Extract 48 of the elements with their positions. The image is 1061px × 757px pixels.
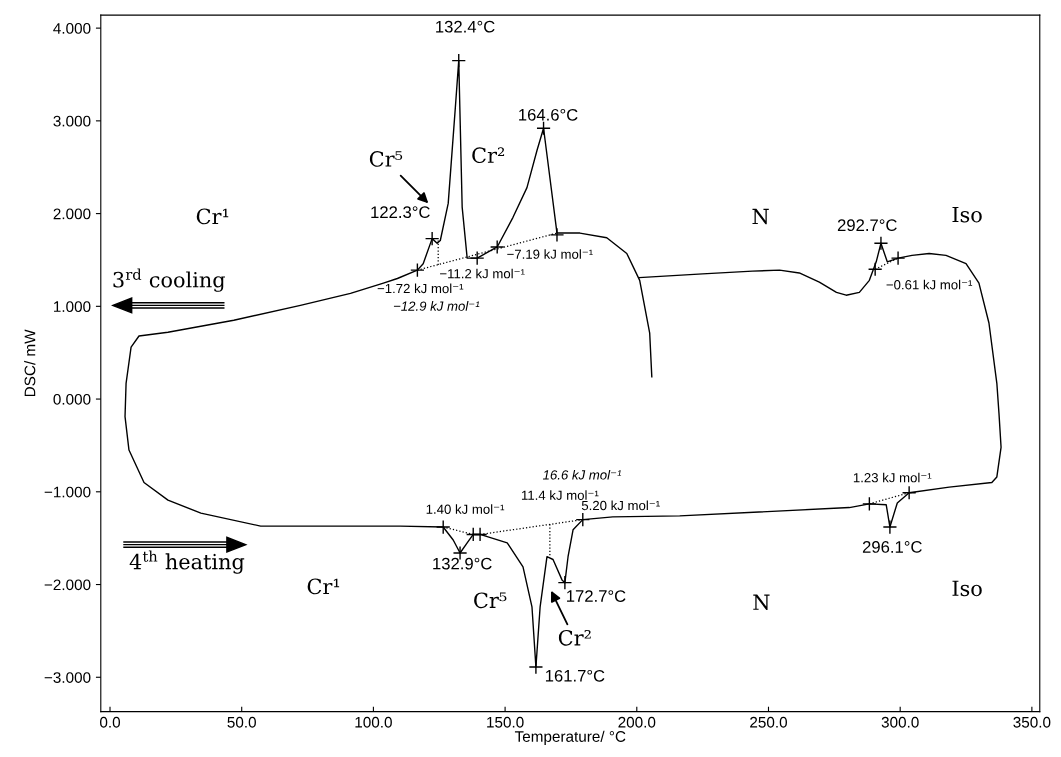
- annotation: 132.9°C: [433, 557, 492, 570]
- y-tick-label: −2.000: [44, 579, 91, 591]
- annotation: 3$^{rd}$ cooling: [113, 268, 226, 292]
- y-axis-title: DSC/ mW: [24, 329, 36, 397]
- y-tick-label: 2.000: [53, 208, 91, 220]
- annotation: 11.4 kJ mol⁻¹: [521, 490, 599, 500]
- annotation: 4$^{th}$ heating: [129, 550, 245, 574]
- annotation: 172.7°C: [567, 590, 626, 602]
- annotation: Cr¹: [307, 578, 340, 595]
- annotation: 132.4°C: [436, 20, 495, 33]
- y-tick-label: −3.000: [44, 672, 91, 683]
- annotation: 164.6°C: [519, 108, 578, 121]
- y-tick-label: 1.000: [54, 301, 91, 313]
- annotation: −7.19 kJ mol⁻¹: [507, 249, 593, 259]
- annotation: 16.6 kJ mol⁻¹: [542, 469, 622, 480]
- x-tick-label: 250.0: [750, 716, 788, 728]
- annotation: Cr⁵: [369, 151, 403, 167]
- x-tick-label: 0.0: [99, 716, 121, 728]
- annotation: Cr²: [472, 147, 505, 164]
- annotation: 1.40 kJ mol⁻¹: [426, 504, 505, 514]
- annotation: −1.72 kJ mol⁻¹: [377, 283, 464, 294]
- y-tick-label: 4.000: [53, 22, 91, 34]
- annotation: Cr²: [558, 629, 591, 646]
- annotation: N: [752, 208, 769, 225]
- x-axis-title: Temperature/ °C: [514, 730, 626, 745]
- x-tick-label: 200.0: [618, 716, 656, 728]
- annotation: 292.7°C: [837, 219, 897, 232]
- annotation: 296.1°C: [862, 541, 922, 553]
- annotation: Iso: [952, 580, 982, 597]
- annotation: Iso: [952, 206, 982, 223]
- y-tick-label: 3.000: [53, 115, 91, 127]
- annotation: −11.2 kJ mol⁻¹: [440, 268, 525, 279]
- annotation: 1.23 kJ mol⁻¹: [853, 472, 932, 483]
- annotation: 122.3°C: [371, 206, 430, 219]
- annotation: 5.20 kJ mol⁻¹: [581, 500, 660, 511]
- x-tick-label: 350.0: [1013, 716, 1051, 728]
- y-tick-label: −1.000: [44, 486, 91, 498]
- annotation: 161.7°C: [545, 669, 605, 682]
- annotation: N: [753, 594, 770, 611]
- annotation: −0.61 kJ mol⁻¹: [886, 279, 973, 290]
- y-tick-label: 0.000: [53, 393, 91, 405]
- annotation: Cr⁵: [474, 592, 507, 609]
- x-tick-label: 150.0: [487, 716, 524, 728]
- annotation: Cr¹: [196, 208, 229, 225]
- x-tick-label: 300.0: [881, 716, 919, 728]
- x-tick-label: 50.0: [227, 716, 256, 728]
- x-tick-label: 100.0: [355, 716, 392, 728]
- annotation: −12.9 kJ mol⁻¹: [393, 301, 480, 311]
